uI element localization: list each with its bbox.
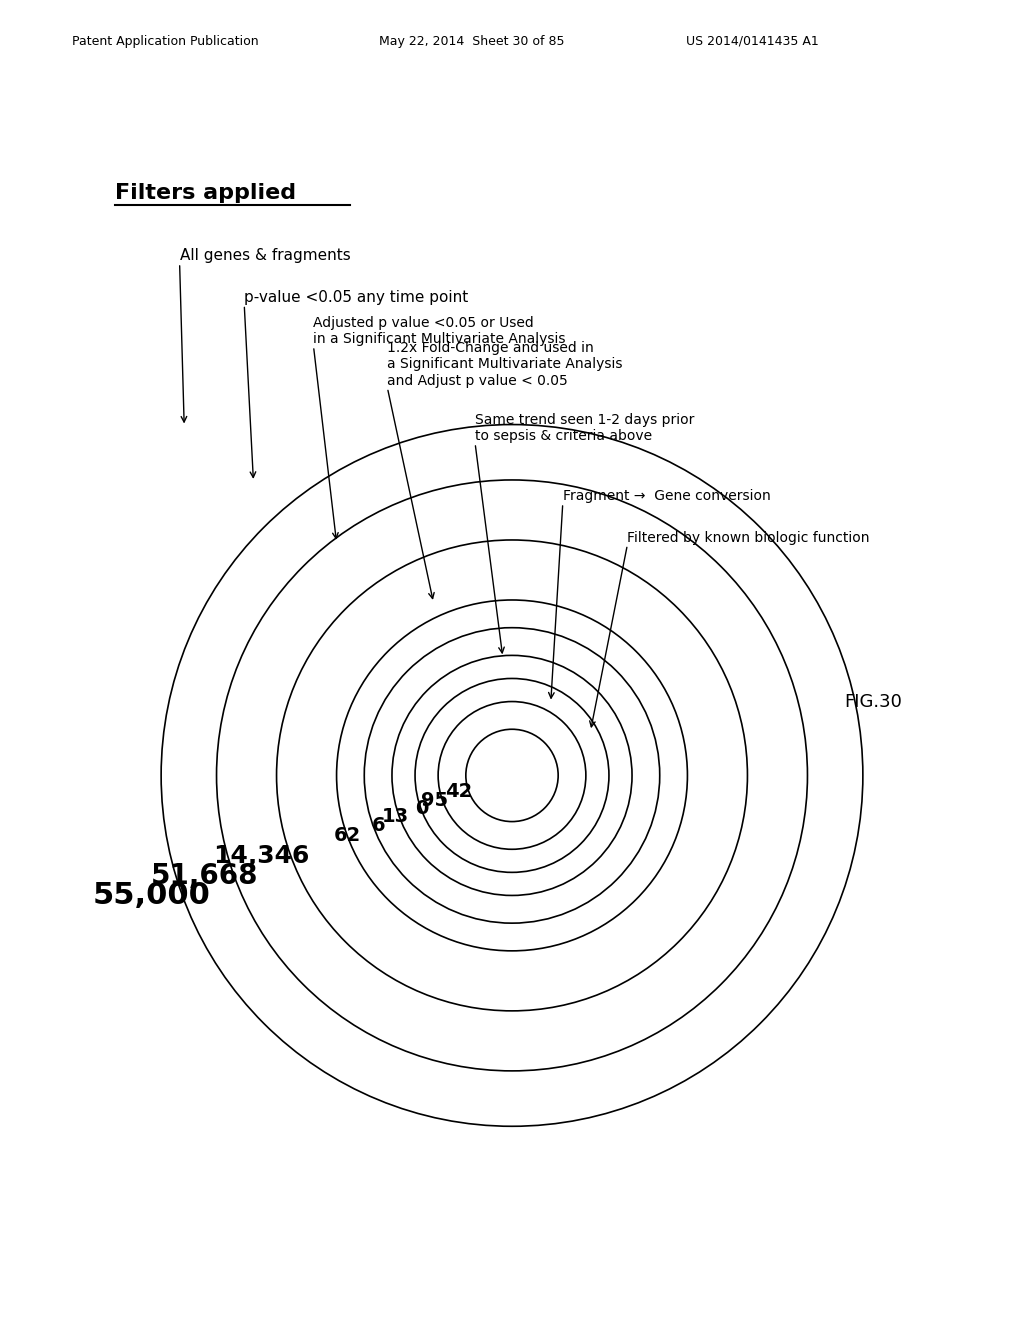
Text: Filtered by known biologic function: Filtered by known biologic function (628, 531, 870, 545)
Text: May 22, 2014  Sheet 30 of 85: May 22, 2014 Sheet 30 of 85 (379, 34, 564, 48)
Text: p-value <0.05 any time point: p-value <0.05 any time point (245, 289, 469, 305)
Text: 55,000: 55,000 (92, 880, 210, 909)
Text: 51,668: 51,668 (151, 862, 258, 891)
Text: US 2014/0141435 A1: US 2014/0141435 A1 (686, 34, 819, 48)
Text: Same trend seen 1-2 days prior
to sepsis & criteria above: Same trend seen 1-2 days prior to sepsis… (475, 413, 694, 444)
Text: Patent Application Publication: Patent Application Publication (72, 34, 258, 48)
Text: 1.2x Fold-Change and used in
a Significant Multivariate Analysis
and Adjust p va: 1.2x Fold-Change and used in a Significa… (387, 341, 623, 388)
Text: 95: 95 (421, 791, 449, 810)
Text: Filters applied: Filters applied (115, 183, 296, 203)
Text: 14,346: 14,346 (213, 843, 309, 869)
Text: 62: 62 (334, 826, 361, 845)
Text: All genes & fragments: All genes & fragments (179, 248, 350, 263)
Text: 42: 42 (445, 781, 472, 801)
Text: Fragment →  Gene conversion: Fragment → Gene conversion (563, 488, 770, 503)
Text: 0: 0 (416, 799, 429, 818)
Text: FIG.30: FIG.30 (845, 693, 902, 710)
Text: 6: 6 (372, 817, 385, 836)
Text: Adjusted p value <0.05 or Used
in a Significant Multivariate Analysis: Adjusted p value <0.05 or Used in a Sign… (313, 315, 566, 346)
Text: 13: 13 (382, 807, 409, 826)
